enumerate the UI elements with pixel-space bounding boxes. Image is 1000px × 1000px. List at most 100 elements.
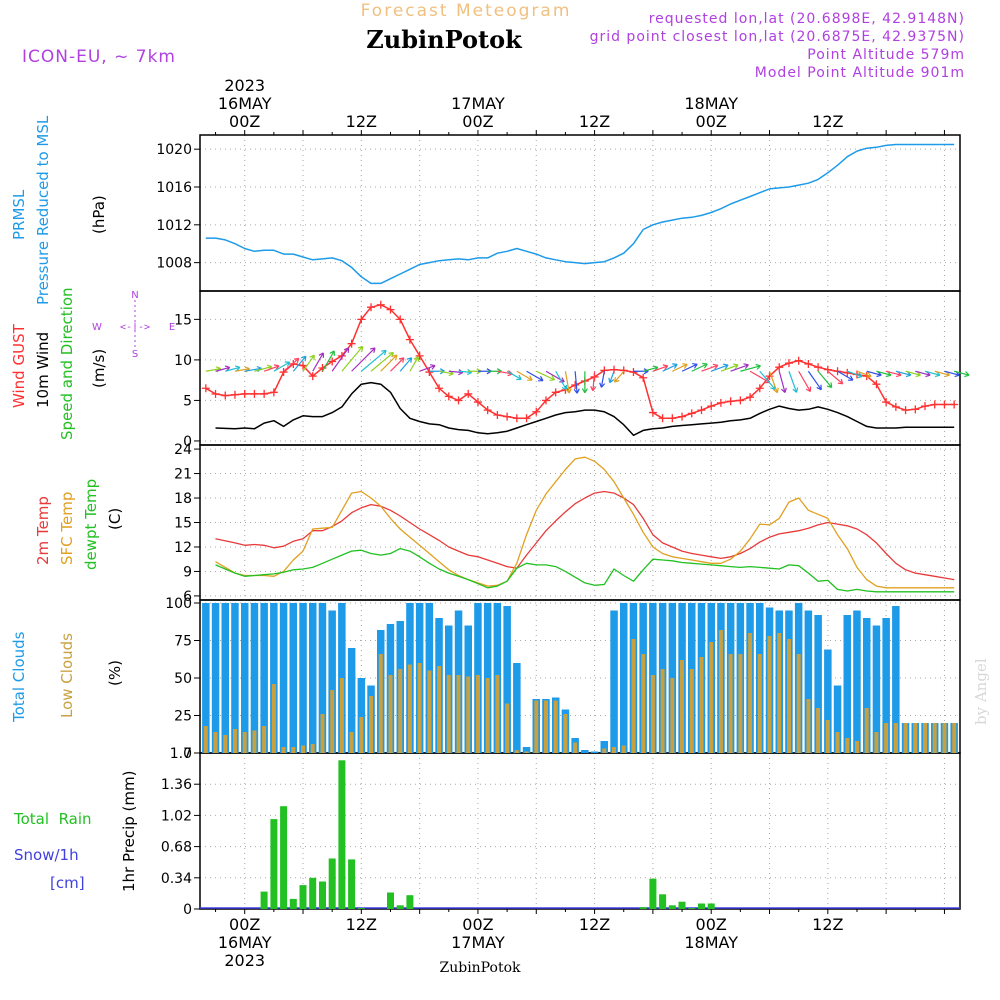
y-tick-label: 1.36 <box>161 777 192 793</box>
gust-marker <box>367 303 376 312</box>
rain-bar <box>668 905 676 909</box>
y-tick-label: 0.34 <box>161 871 192 887</box>
total-rain-label: Total Rain <box>13 810 92 828</box>
gust-marker <box>707 402 716 411</box>
total-cloud-bar <box>610 610 618 753</box>
low-cloud-bar <box>310 744 315 753</box>
gust-marker <box>765 372 774 381</box>
low-cloud-bar <box>923 723 927 753</box>
gust-marker <box>687 409 696 418</box>
low-cloud-bar <box>291 747 296 753</box>
prmsl-line <box>205 143 955 285</box>
gust-marker <box>532 407 541 416</box>
clouds-unit: (%) <box>106 660 124 686</box>
gust-marker <box>668 414 677 423</box>
sfc-temp-line <box>215 456 955 589</box>
y-tick-label: 15 <box>174 516 192 532</box>
wind-direction-arrow <box>516 370 533 381</box>
wind-direction-arrow <box>672 363 688 372</box>
wind-direction-arrow <box>283 357 300 372</box>
snow-label: Snow/1h <box>14 846 79 864</box>
bottom-time-label: 00Z <box>696 915 727 934</box>
total-cloud-bar <box>221 603 229 753</box>
total-cloud-bar <box>503 606 511 753</box>
gust-marker <box>921 402 930 411</box>
top-time-label: 18MAY <box>684 94 738 113</box>
low-cloud-bar <box>709 642 714 753</box>
y-tick-label: 1020 <box>156 142 192 158</box>
wind-direction-arrow <box>662 363 678 372</box>
rain-bar <box>659 894 667 909</box>
gust-marker <box>493 411 502 420</box>
rain-bar <box>348 859 356 909</box>
gust-marker <box>405 335 414 344</box>
low-cloud-bar <box>417 663 422 753</box>
low-cloud-bar <box>369 696 373 753</box>
total-cloud-bar <box>882 618 890 753</box>
gust-marker <box>775 363 784 372</box>
total-cloud-bar <box>522 747 531 753</box>
gust-marker <box>823 365 832 374</box>
sfc-temp-label: SFC Temp <box>58 492 76 565</box>
gust-marker <box>522 414 531 423</box>
low-cloud-bar <box>718 630 723 753</box>
pressure-panel: 1008 1012 1016 1020 <box>156 134 961 292</box>
total-cloud-bar <box>328 610 336 753</box>
gust-marker <box>794 356 803 365</box>
top-time-label: 12Z <box>346 112 377 131</box>
y-tick-label: 50 <box>174 671 192 687</box>
total-cloud-bar <box>853 610 861 753</box>
temp2m-line <box>215 490 955 581</box>
wind-direction-arrow <box>360 349 387 372</box>
low-cloud-bar <box>563 714 568 753</box>
gust-marker <box>901 406 910 415</box>
y-tick-label: 21 <box>174 467 192 483</box>
dewpt-line <box>215 547 955 593</box>
low-cloud-bar <box>339 678 344 753</box>
low-cloud-bar <box>748 633 753 753</box>
gust-marker <box>201 384 210 393</box>
wind-direction-arrow <box>273 361 291 372</box>
wind-direction-arrow <box>263 364 280 372</box>
rain-bar <box>309 877 317 909</box>
total-cloud-bar <box>279 603 288 753</box>
wind-direction-arrow <box>681 363 698 372</box>
low-cloud-bar <box>213 732 218 753</box>
wind-unit: (m/s) <box>90 349 108 388</box>
low-cloud-bar <box>359 717 364 753</box>
gust-marker <box>299 361 308 370</box>
wind-direction-arrow <box>205 366 222 373</box>
low-cloud-bar <box>446 675 451 753</box>
temp2m-label: 2m Temp <box>34 496 52 565</box>
y-tick-label: 5 <box>183 393 192 409</box>
gust-marker <box>872 380 881 389</box>
low-cloud-bar <box>699 657 704 753</box>
low-cloud-bar <box>476 675 480 753</box>
y-tick-label: 1.7 <box>170 746 192 762</box>
low-cloud-bar <box>233 729 237 753</box>
pressure-unit: (hPa) <box>90 195 108 234</box>
low-cloud-bar <box>544 700 548 753</box>
bottom-time-label: 12Z <box>346 915 377 934</box>
low-cloud-bar <box>631 639 636 753</box>
total-cloud-bar <box>299 603 307 753</box>
rain-bar <box>649 878 657 909</box>
gust-marker <box>541 396 550 405</box>
bottom-time-label: 16MAY <box>218 933 272 952</box>
total-cloud-bar <box>260 603 268 753</box>
low-cloud-bar <box>427 670 432 753</box>
y-tick-label: 9 <box>183 564 192 580</box>
snow-unit: [cm] <box>50 874 85 892</box>
top-time-label: 00Z <box>462 112 493 131</box>
total-cloud-bar <box>833 685 842 753</box>
gust-marker <box>425 368 434 377</box>
low-cloud-bar <box>320 714 325 753</box>
wind-10m-label: 10m Wind <box>34 332 52 408</box>
total-cloud-bar <box>513 663 521 753</box>
wind-direction-arrow <box>768 371 779 394</box>
low-cloud-bar <box>602 748 607 753</box>
rain-bar <box>678 901 686 909</box>
wind-direction-arrow <box>331 347 350 372</box>
wind-line <box>215 381 955 437</box>
wind-direction-arrow <box>506 370 522 381</box>
